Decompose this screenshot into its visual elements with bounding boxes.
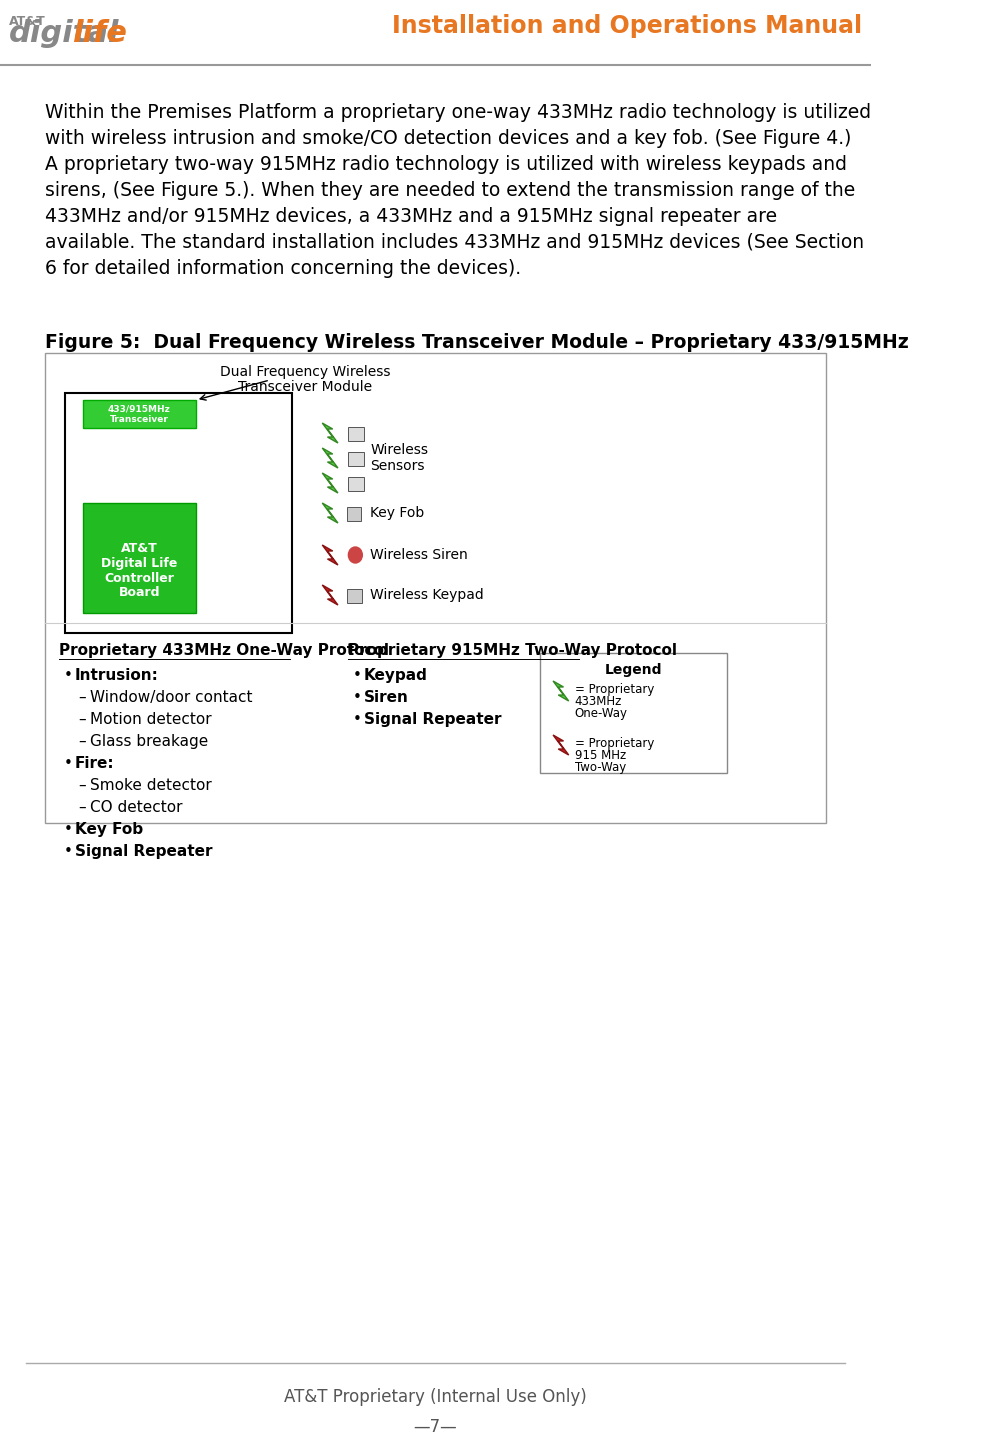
Text: available. The standard installation includes 433MHz and 915MHz devices (See Sec: available. The standard installation inc…	[45, 232, 864, 253]
Bar	[348, 452, 364, 466]
Text: Siren: Siren	[364, 690, 409, 706]
Text: sirens, (See Figure 5.). When they are needed to extend the transmission range o: sirens, (See Figure 5.). When they are n…	[45, 180, 856, 201]
Text: Wireless
Sensors: Wireless Sensors	[370, 443, 428, 473]
Text: •: •	[353, 668, 362, 683]
Text: = Proprietary: = Proprietary	[575, 683, 654, 696]
Text: Digital Life: Digital Life	[101, 557, 178, 570]
Text: Motion detector: Motion detector	[90, 711, 211, 727]
Text: 6 for detailed information concerning the devices).: 6 for detailed information concerning th…	[45, 258, 521, 278]
Text: = Proprietary: = Proprietary	[575, 737, 654, 750]
Text: Key Fob: Key Fob	[75, 823, 143, 837]
Bar	[65, 392, 292, 633]
Text: Legend: Legend	[605, 662, 662, 677]
Text: Dual Frequency Wireless: Dual Frequency Wireless	[220, 365, 390, 380]
Text: Signal Repeater: Signal Repeater	[75, 844, 212, 859]
Text: –: –	[78, 778, 86, 794]
Text: –: –	[78, 734, 86, 749]
Bar	[348, 427, 364, 442]
Text: •: •	[353, 690, 362, 706]
Text: –: –	[78, 711, 86, 727]
Bar	[45, 354, 826, 823]
Text: 433MHz: 433MHz	[575, 696, 622, 709]
Text: Proprietary 915MHz Two-Way Protocol: Proprietary 915MHz Two-Way Protocol	[348, 644, 677, 658]
Bar	[347, 506, 361, 521]
Text: Glass breakage: Glass breakage	[90, 734, 208, 749]
Text: AT&T Proprietary (Internal Use Only): AT&T Proprietary (Internal Use Only)	[284, 1388, 587, 1405]
Polygon shape	[322, 504, 338, 522]
Text: Controller: Controller	[104, 571, 174, 584]
Polygon shape	[322, 473, 338, 494]
Polygon shape	[553, 681, 569, 701]
Text: Key Fob: Key Fob	[370, 506, 424, 519]
Circle shape	[348, 547, 362, 563]
Bar	[83, 400, 196, 429]
Text: One-Way: One-Way	[575, 707, 628, 720]
Text: •: •	[64, 844, 72, 859]
Text: •: •	[64, 756, 72, 771]
Text: Board: Board	[119, 586, 160, 599]
Text: A proprietary two-way 915MHz radio technology is utilized with wireless keypads : A proprietary two-way 915MHz radio techn…	[45, 154, 847, 175]
Polygon shape	[322, 447, 338, 468]
Text: Keypad: Keypad	[364, 668, 428, 683]
Text: •: •	[64, 668, 72, 683]
Text: 915 MHz: 915 MHz	[575, 749, 626, 762]
Text: Smoke detector: Smoke detector	[90, 778, 211, 794]
Bar	[348, 478, 364, 491]
Bar	[347, 589, 362, 603]
Text: –: –	[78, 690, 86, 706]
Text: Within the Premises Platform a proprietary one-way 433MHz radio technology is ut: Within the Premises Platform a proprieta…	[45, 102, 871, 123]
Text: AT&T: AT&T	[121, 541, 158, 554]
Polygon shape	[322, 584, 338, 605]
Text: •: •	[353, 711, 362, 727]
Bar	[83, 504, 196, 613]
Text: Installation and Operations Manual: Installation and Operations Manual	[392, 14, 862, 38]
Text: Two-Way: Two-Way	[575, 760, 626, 773]
Text: digital: digital	[9, 19, 119, 48]
Text: Window/door contact: Window/door contact	[90, 690, 252, 706]
Text: Proprietary 433MHz One-Way Protocol: Proprietary 433MHz One-Way Protocol	[59, 644, 389, 658]
Text: AT&T: AT&T	[9, 14, 45, 27]
Text: Signal Repeater: Signal Repeater	[364, 711, 502, 727]
Text: Fire:: Fire:	[75, 756, 115, 771]
Text: Figure 5:  Dual Frequency Wireless Transceiver Module – Proprietary 433/915MHz: Figure 5: Dual Frequency Wireless Transc…	[45, 333, 909, 352]
Polygon shape	[553, 734, 569, 755]
Text: Transceiver Module: Transceiver Module	[238, 380, 372, 394]
Text: 433MHz and/or 915MHz devices, a 433MHz and a 915MHz signal repeater are: 433MHz and/or 915MHz devices, a 433MHz a…	[45, 206, 777, 227]
Text: Intrusion:: Intrusion:	[75, 668, 159, 683]
Text: •: •	[64, 823, 72, 837]
Text: —7—: —7—	[414, 1418, 457, 1436]
Text: Wireless Keypad: Wireless Keypad	[370, 587, 484, 602]
Text: Wireless Siren: Wireless Siren	[370, 548, 468, 561]
Text: with wireless intrusion and smoke/CO detection devices and a key fob. (See Figur: with wireless intrusion and smoke/CO det…	[45, 128, 852, 149]
Polygon shape	[322, 423, 338, 443]
Text: 433/915MHz
Transceiver: 433/915MHz Transceiver	[108, 404, 171, 424]
Text: life: life	[72, 19, 127, 48]
Text: –: –	[78, 799, 86, 815]
Text: CO detector: CO detector	[90, 799, 182, 815]
Bar	[540, 654, 727, 773]
Polygon shape	[322, 545, 338, 566]
